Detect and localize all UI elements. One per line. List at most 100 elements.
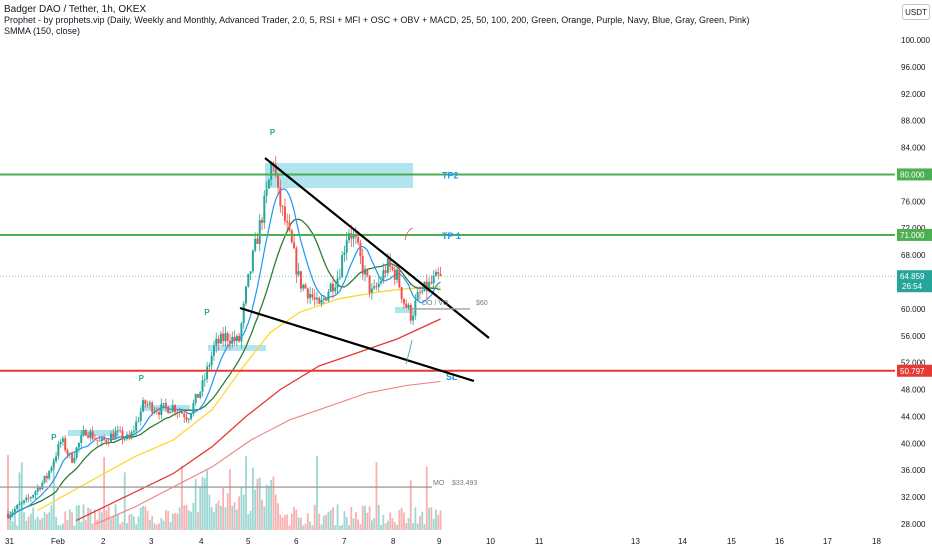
time-tick-label: 6 [294, 537, 299, 546]
volume-bar [174, 512, 176, 530]
time-tick-label: 18 [872, 537, 881, 546]
volume-bar [27, 516, 30, 530]
mo-label: MO [433, 480, 445, 487]
level-price-label: 71.000 [900, 231, 925, 240]
time-tick-label: 11 [535, 537, 544, 546]
candle-body [80, 435, 83, 444]
candle-body [439, 273, 442, 277]
volume-bar [281, 517, 284, 530]
candle-body [98, 440, 101, 442]
candle-body [398, 269, 401, 288]
candle-body [9, 514, 12, 518]
candle-body [16, 504, 19, 509]
ma-25-line [7, 188, 441, 519]
candle-body [327, 291, 330, 301]
volume-bar [377, 504, 380, 530]
candle-body [359, 242, 362, 257]
volume-bar [261, 499, 263, 530]
volume-bar [13, 513, 16, 530]
candle-body [146, 404, 149, 406]
volume-bar [272, 476, 275, 530]
projection-hook [405, 339, 413, 365]
volume-bar [165, 510, 167, 530]
candle-body [139, 411, 142, 421]
price-tick-label: 92.000 [901, 90, 926, 99]
volume-bar [112, 516, 115, 530]
candle-body [267, 179, 270, 189]
candle-body [190, 413, 193, 419]
volume-bar [304, 523, 307, 530]
candle-body [325, 298, 328, 301]
volume-bar [352, 518, 355, 530]
candle-body [103, 437, 106, 441]
candle-body [109, 433, 112, 443]
candle-body [254, 238, 257, 251]
volume-bar [105, 510, 108, 530]
time-tick-label: 4 [199, 537, 204, 546]
volume-bar [375, 462, 378, 530]
volume-bar [284, 515, 286, 530]
time-tick-label: 13 [631, 537, 640, 546]
candle-body [137, 420, 140, 422]
candle-body [400, 287, 403, 299]
pivot-markers: P P P P [51, 128, 276, 442]
volume-bar [144, 506, 147, 530]
volume-bar [57, 524, 60, 530]
volume-bar [313, 504, 316, 530]
price-tick-label: 76.000 [901, 197, 926, 206]
volume-bar [59, 525, 62, 530]
target-zone [395, 307, 413, 313]
level-price-tag [897, 228, 932, 241]
candle-body [428, 282, 431, 292]
candle-body [84, 430, 87, 436]
volume-bar [306, 513, 309, 530]
volume-bar [162, 520, 165, 530]
volume-bar [419, 516, 421, 530]
volume-bar [414, 507, 417, 530]
volume-bar [155, 524, 158, 530]
candle-body [393, 269, 396, 280]
candle-body [91, 431, 94, 440]
candle-body [128, 434, 131, 439]
indicator-smma-legend[interactable]: SMMA (150, close) [4, 26, 81, 36]
symbol-title[interactable]: Badger DAO / Tether, 1h, OKEX [4, 4, 147, 15]
candle-body [249, 271, 252, 274]
time-tick-label: 10 [486, 537, 495, 546]
candle-body [270, 163, 273, 180]
candle-body [409, 304, 412, 321]
candle-body [87, 435, 90, 438]
upper-trendline [264, 157, 490, 339]
candle-body [144, 400, 147, 405]
candle-body [309, 293, 312, 299]
target-zone [140, 405, 190, 411]
volume-bar [41, 517, 44, 530]
candle-body [357, 237, 360, 243]
candle-body [27, 497, 30, 499]
indicator-prophet-legend[interactable]: Prophet - by prophets.vip (Daily, Weekly… [4, 15, 750, 25]
candle-body [320, 300, 323, 304]
currency-button[interactable]: USDT [902, 4, 930, 20]
pivot-marker: P [270, 128, 276, 137]
volume-bar [167, 511, 170, 530]
candle-body [64, 438, 67, 451]
candle-body [187, 418, 190, 420]
price-tick-label: 84.000 [901, 144, 926, 153]
volume-bar [361, 505, 364, 530]
do-label: DO / VO [422, 300, 449, 307]
candle-body [425, 281, 428, 292]
candle-body [82, 430, 85, 436]
time-tick-label: 9 [437, 537, 442, 546]
price-tick-label: 44.000 [901, 412, 926, 421]
candle-body [240, 323, 243, 342]
candle-body [396, 269, 399, 280]
candle-body [183, 413, 186, 418]
candle-body [329, 283, 332, 292]
volume-bar [364, 506, 366, 530]
moving-averages [7, 188, 441, 525]
volume-bar [11, 521, 14, 530]
candle-body [226, 333, 229, 341]
candle-body [55, 456, 58, 462]
candle-body [199, 391, 202, 398]
volume-bar [48, 512, 51, 530]
